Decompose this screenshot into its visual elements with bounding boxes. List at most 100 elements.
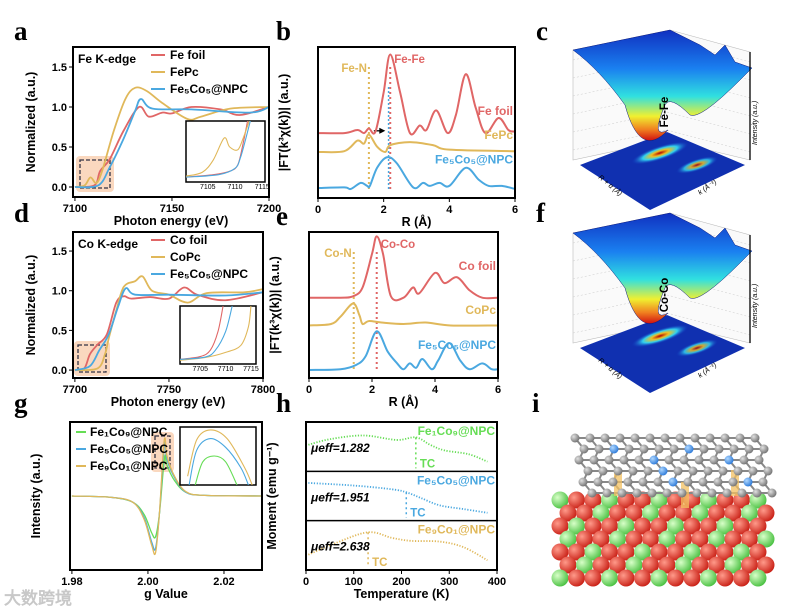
tc-label: TC	[410, 508, 425, 520]
carbon-atom	[699, 444, 709, 454]
fe-atom	[675, 530, 692, 548]
co-atom	[733, 543, 750, 561]
carbon-atom	[748, 466, 758, 476]
co-atom	[691, 504, 709, 522]
inset-x-tick-label: 7110	[228, 184, 243, 191]
carbon-atom	[669, 444, 679, 454]
subpanel-1: TC Fe₁Co₉@NPC μeff=1.282	[308, 424, 495, 470]
fe-atom	[716, 569, 734, 587]
carbon-atom	[578, 477, 588, 487]
carbon-atom	[593, 477, 603, 487]
carbon-atom	[690, 433, 700, 443]
fe-atom	[708, 556, 725, 574]
carbon-atom	[602, 488, 612, 498]
carbon-atom	[583, 466, 593, 476]
x-tick-label: 0	[306, 384, 312, 396]
mu-eff-label: μeff=1.951	[310, 490, 370, 504]
carbon-atom	[709, 455, 719, 465]
inset-x-tick-label: 7705	[192, 366, 208, 373]
zoom-box	[77, 344, 107, 373]
fe-atom	[724, 504, 742, 522]
series-dotted-line	[308, 531, 488, 562]
x-axis-label: R (Å)	[402, 214, 432, 229]
co-atom	[551, 569, 569, 587]
series-label: CoPc	[465, 303, 496, 317]
carbon-atom	[759, 444, 769, 454]
carbon-atom	[662, 488, 672, 498]
charts: 7100 7150 7200 0.0 0.5 1.0 1.5 Photon energy (e…	[24, 29, 759, 601]
y-axis-label: Moment (emu g⁻¹)	[265, 442, 279, 549]
x-tick-label: 100	[345, 576, 363, 588]
carbon-atom	[767, 488, 777, 498]
co-atom	[700, 569, 717, 587]
carbon-atom	[698, 477, 708, 487]
carbon-atom	[613, 466, 623, 476]
x-tick-label: 2.02	[213, 576, 234, 588]
co-atom	[551, 491, 569, 509]
chart-panel-b: Fe-N Fe-Fe Fe foil FePc Fe₅Co₅@NPC 0 2 4 6 R (Å) |…	[277, 46, 518, 229]
inset-plot	[179, 426, 257, 486]
carbon-atom	[574, 455, 584, 465]
nitrogen-atom	[649, 455, 659, 465]
carbon-atom	[653, 477, 663, 487]
carbon-atom	[600, 433, 610, 443]
co-atom	[568, 517, 585, 535]
bond-label: Fe-N	[341, 63, 367, 75]
fe-atom	[683, 569, 701, 587]
fe-atom	[741, 556, 758, 574]
carbon-atom	[645, 433, 655, 443]
x-tick-label: 0	[303, 576, 309, 588]
carbon-atom	[679, 455, 689, 465]
carbon-atom	[754, 455, 764, 465]
fe-atom	[667, 569, 684, 587]
fe-atom	[584, 569, 602, 587]
panel-letter-d: d	[14, 198, 29, 228]
hotspot	[675, 339, 719, 357]
carbon-atom	[643, 466, 653, 476]
series-line-3	[180, 306, 233, 360]
series-dotted-line	[308, 434, 488, 463]
y-axis-label: |FT(k³χ(k))| (a.u.)	[268, 256, 282, 354]
fe-atom	[617, 569, 635, 587]
y-axis-label: |FT(k³χ(k))| (a.u.)	[277, 74, 291, 172]
x-tick-label: 400	[488, 576, 506, 588]
fe-atom	[733, 569, 750, 587]
structure-illustration	[551, 433, 777, 587]
fe-atom	[625, 504, 643, 522]
y-axis-label: Normalized (a.u.)	[24, 72, 38, 173]
co-atom	[741, 504, 758, 522]
y-tick-label: 1.5	[52, 246, 67, 258]
carbon-atom	[752, 488, 762, 498]
co-atom	[609, 530, 626, 548]
plot-frame	[308, 231, 499, 379]
fe-atom	[724, 530, 742, 548]
fe-atom	[559, 556, 577, 574]
subpanel-3: TC Fe₉Co₁@NPC μeff=2.638	[306, 519, 497, 569]
nitrogen-atom	[658, 466, 668, 476]
y-tick-label: 0.0	[52, 365, 67, 377]
inset-plot: 7705 7710 7715	[179, 305, 259, 373]
surface-panel-f: Co-CoR + α (Å) k (Å⁻¹)Intensity (a.u.)	[572, 212, 759, 393]
x-axis-label: Photon energy (eV)	[114, 214, 229, 228]
fe-atom	[716, 543, 734, 561]
peak-label: Co-Co	[659, 278, 671, 313]
zoom-highlight	[74, 341, 110, 376]
nitrogen-atom	[609, 444, 619, 454]
series-label: Fe foil	[478, 104, 513, 118]
co-atom	[683, 543, 701, 561]
co-atom	[584, 543, 602, 561]
series-label: Fe₅Co₅@NPC	[435, 152, 513, 166]
fe-atom	[642, 556, 659, 574]
edge-title: Fe K-edge	[78, 52, 136, 66]
series-line-3	[308, 330, 499, 371]
inset-lines	[186, 121, 251, 178]
chart-panel-h: TC Fe₁Co₉@NPC μeff=1.282 TC Fe₅Co₅@NPC μeff=1…	[265, 421, 506, 601]
carbon-atom	[735, 433, 745, 443]
fe-atom	[609, 504, 626, 522]
co-atom	[625, 556, 643, 574]
legend-label: Fe₁Co₉@NPC	[90, 425, 168, 439]
fe-atom	[658, 504, 676, 522]
x-axis-label: Temperature (K)	[354, 587, 450, 601]
mu-eff-label: μeff=2.638	[310, 540, 370, 554]
